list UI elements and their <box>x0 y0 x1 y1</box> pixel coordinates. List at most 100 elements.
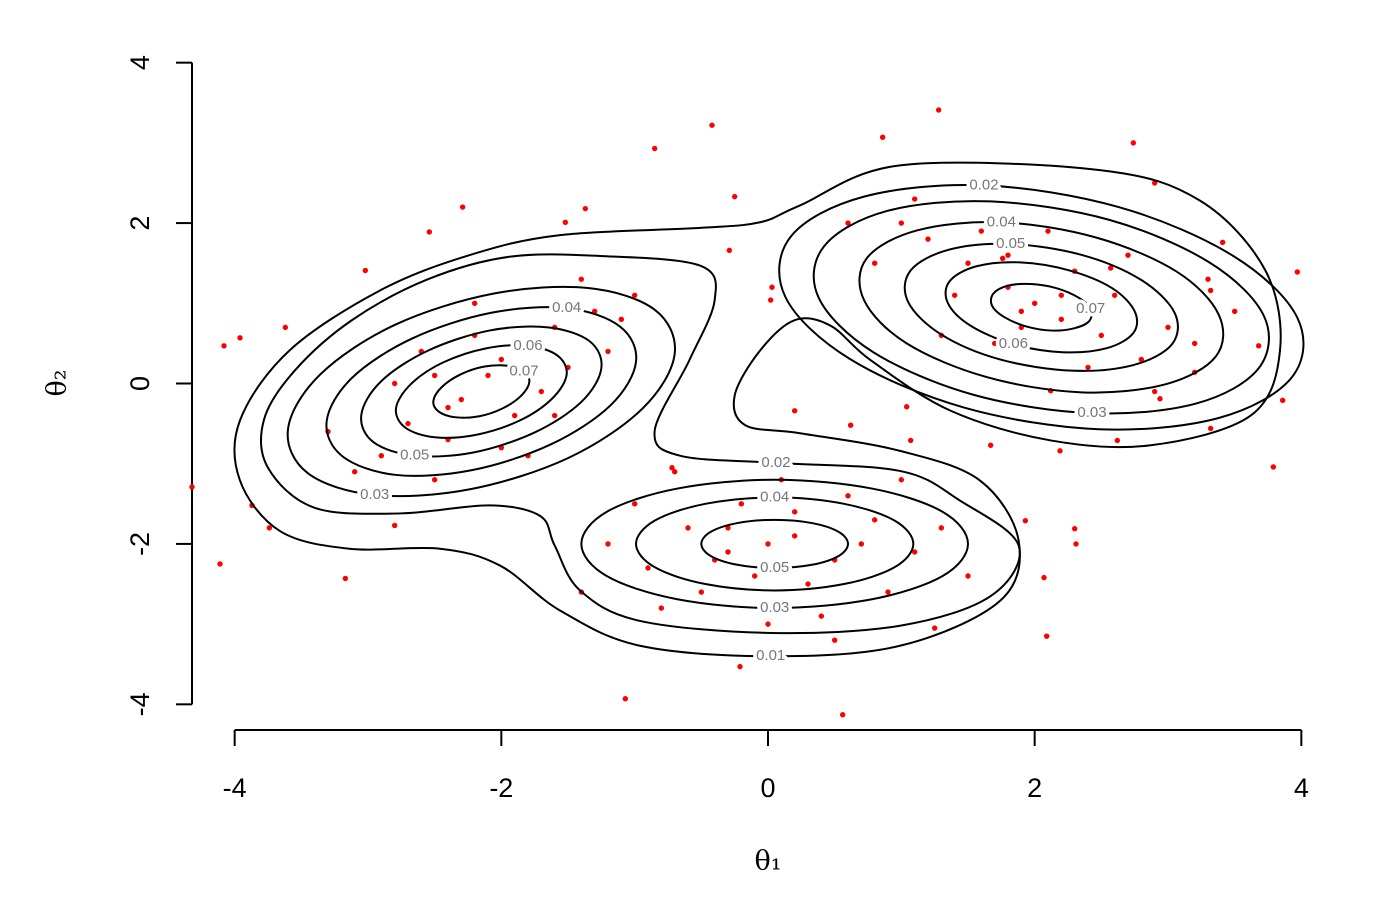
data-point <box>725 549 731 555</box>
data-point <box>1270 464 1277 470</box>
data-point <box>1057 448 1063 454</box>
data-point <box>282 324 289 331</box>
data-point <box>1191 340 1198 347</box>
data-point <box>1018 308 1025 315</box>
data-point <box>1098 404 1105 411</box>
data-point <box>622 696 629 702</box>
data-point <box>426 229 433 235</box>
contour-label: 0.05 <box>760 559 789 576</box>
data-point <box>1130 140 1137 146</box>
data-point <box>485 372 491 379</box>
data-point <box>911 549 918 555</box>
data-point <box>738 501 745 507</box>
data-point <box>999 255 1006 262</box>
data-point <box>839 712 846 718</box>
data-point <box>551 412 558 419</box>
data-point <box>765 541 771 547</box>
data-point <box>935 107 942 113</box>
contour-label: 0.02 <box>761 454 790 471</box>
data-point <box>767 297 774 303</box>
data-point <box>671 469 678 475</box>
data-point <box>362 267 369 274</box>
data-point <box>1231 308 1238 315</box>
data-point <box>582 205 589 212</box>
data-point <box>1085 364 1091 371</box>
contour-label: 0.03 <box>1077 404 1106 421</box>
data-point <box>831 637 838 643</box>
y-tick-label: 0 <box>125 376 155 391</box>
contour-label: 0.07 <box>509 362 538 379</box>
data-point <box>459 204 466 210</box>
x-tick-label: 2 <box>1027 773 1042 803</box>
data-point <box>845 220 851 226</box>
data-point <box>1107 265 1114 271</box>
data-point <box>511 412 518 419</box>
data-point <box>1058 292 1065 298</box>
contour-label: 0.05 <box>400 447 429 464</box>
data-point <box>965 260 971 266</box>
data-point <box>791 509 798 515</box>
contours-layer <box>233 161 1305 658</box>
data-point <box>669 465 675 471</box>
data-point <box>562 219 569 225</box>
data-point <box>342 575 349 582</box>
x-tick-label: 4 <box>1294 773 1309 803</box>
data-point <box>221 343 227 349</box>
contour-label: 0.04 <box>760 488 789 505</box>
contour-label: 0.01 <box>756 647 785 664</box>
data-point <box>651 145 658 152</box>
contour-label: 0.04 <box>552 299 581 316</box>
contour-line <box>858 221 1225 394</box>
data-point <box>1205 276 1211 282</box>
x-tick-label: 0 <box>760 773 775 803</box>
contour-label: 0.03 <box>760 599 789 616</box>
data-point <box>731 193 738 200</box>
data-point <box>618 316 625 323</box>
data-point <box>237 335 243 341</box>
contour-label: 0.06 <box>999 335 1028 352</box>
y-tick-label: 2 <box>125 216 155 231</box>
contour-line <box>286 285 676 498</box>
contour-line <box>233 161 1282 658</box>
data-point <box>903 404 910 410</box>
x-tick-label: -4 <box>223 773 247 803</box>
data-point <box>498 356 505 363</box>
data-point <box>858 541 865 547</box>
data-point <box>631 501 638 507</box>
data-point <box>1279 397 1286 404</box>
data-point <box>1114 437 1121 444</box>
data-point <box>879 134 886 140</box>
data-point <box>925 236 931 242</box>
data-point <box>791 408 798 414</box>
y-tick-label: -4 <box>125 692 155 716</box>
data-point <box>645 565 651 571</box>
data-point <box>698 589 705 595</box>
data-point <box>1207 287 1214 294</box>
contour-label: 0.07 <box>1076 300 1105 317</box>
data-point <box>885 589 891 595</box>
contour-line <box>325 306 638 477</box>
data-point <box>938 525 945 531</box>
data-point <box>709 122 715 128</box>
y-tick-label: -2 <box>125 532 155 556</box>
y-tick-label: 4 <box>125 55 155 70</box>
data-point <box>1207 425 1214 432</box>
data-point <box>1058 316 1065 323</box>
data-point <box>791 533 798 539</box>
data-point <box>737 663 743 670</box>
data-point <box>907 437 914 444</box>
data-point <box>751 573 758 579</box>
contour-line <box>903 242 1179 372</box>
contour-label: 0.06 <box>513 337 542 354</box>
data-point <box>631 292 638 298</box>
data-point <box>471 300 478 306</box>
contour-label: 0.04 <box>987 213 1016 230</box>
data-point <box>769 284 775 290</box>
data-point <box>845 493 851 499</box>
data-point <box>805 581 811 587</box>
contour-line <box>360 325 603 458</box>
data-point <box>1005 252 1011 258</box>
data-point <box>1043 633 1050 639</box>
contour-line <box>778 184 1305 431</box>
